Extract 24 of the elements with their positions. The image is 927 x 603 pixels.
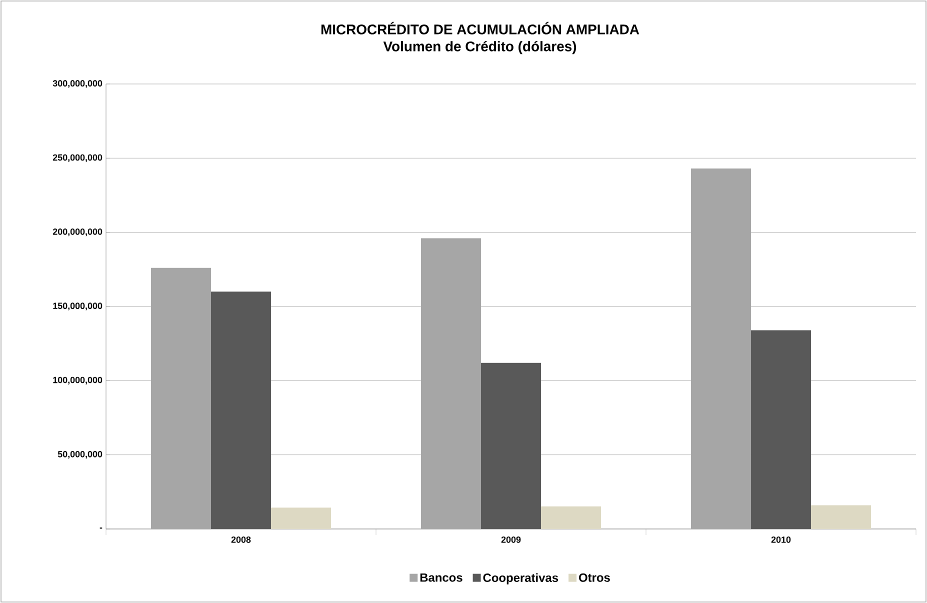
legend-label: Cooperativas: [483, 573, 558, 584]
bar: [271, 508, 332, 529]
y-tick-label: 250,000,000: [52, 154, 102, 162]
y-tick-label: 100,000,000: [53, 376, 102, 384]
bar: [151, 268, 212, 529]
bar: [211, 292, 272, 529]
y-tick-label: 150,000,000: [53, 302, 102, 310]
y-tick-label: -: [100, 528, 102, 529]
x-tick-label: 2009: [501, 536, 521, 543]
y-tick-label: 50,000,000: [58, 450, 102, 459]
x-tick-label: 2010: [771, 536, 791, 543]
bar: [691, 168, 752, 529]
legend-label: Bancos: [420, 573, 462, 582]
bar: [481, 362, 542, 529]
chart-title: MICROCRÉDITO DE ACUMULACIÓN AMPLIADA: [321, 22, 640, 34]
legend-label: Otros: [579, 573, 610, 582]
y-tick-label: 200,000,000: [52, 228, 102, 236]
bar: [811, 505, 872, 529]
x-tick-label: 2008: [231, 536, 251, 543]
chart-subtitle: Volumen de Crédito (dólares): [383, 40, 576, 54]
bar: [751, 330, 812, 529]
y-tick-label: 300,000,000: [52, 80, 102, 88]
bar: [421, 238, 482, 529]
bar: [541, 506, 602, 529]
